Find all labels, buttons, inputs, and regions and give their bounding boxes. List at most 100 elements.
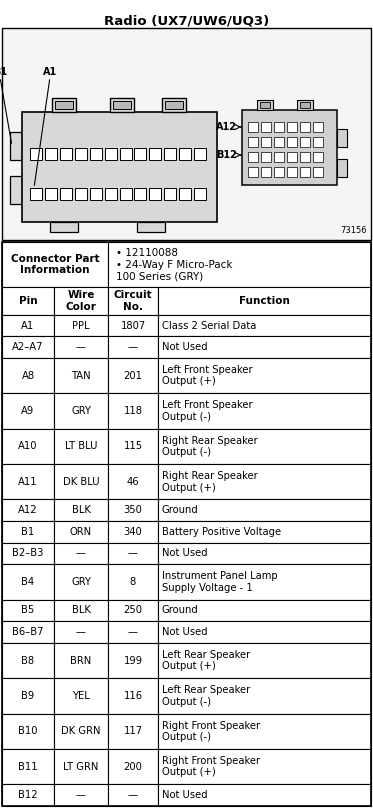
Bar (274, 167, 284, 177)
Bar (54, 429, 108, 464)
Bar (108, 499, 158, 521)
Bar (2, 242, 108, 287)
Bar (158, 678, 371, 713)
Bar (194, 148, 206, 160)
Bar (261, 152, 271, 162)
Text: LT BLU: LT BLU (65, 441, 97, 452)
Bar (260, 102, 270, 108)
Text: 199: 199 (123, 655, 142, 666)
Text: 350: 350 (123, 505, 142, 516)
Text: B4: B4 (21, 577, 35, 587)
Text: BRN: BRN (70, 655, 92, 666)
Text: —: — (128, 790, 138, 800)
Bar (108, 749, 158, 785)
Bar (158, 358, 371, 393)
Bar (108, 600, 158, 621)
Bar (10, 132, 22, 160)
Text: 201: 201 (123, 371, 142, 381)
Text: A11: A11 (18, 477, 38, 486)
Bar (134, 148, 147, 160)
Bar (158, 499, 371, 521)
Text: Wire
Color: Wire Color (66, 290, 97, 312)
Bar (242, 110, 337, 185)
Bar (45, 148, 57, 160)
Text: B10: B10 (18, 726, 38, 736)
Bar (2, 28, 371, 240)
Text: A10: A10 (18, 441, 38, 452)
Text: A12: A12 (216, 122, 237, 132)
Bar (108, 429, 158, 464)
Text: A1: A1 (21, 321, 35, 330)
Text: B6–B7: B6–B7 (12, 627, 44, 637)
Bar (261, 167, 271, 177)
Text: 115: 115 (123, 441, 142, 452)
Text: —: — (128, 627, 138, 637)
Bar (45, 188, 57, 200)
Bar (257, 100, 273, 110)
Bar (300, 137, 310, 147)
Bar (30, 148, 42, 160)
Bar (2, 429, 54, 464)
Text: A1: A1 (43, 67, 57, 77)
Bar (2, 287, 54, 314)
Bar (2, 621, 54, 643)
Bar (2, 600, 54, 621)
Bar (108, 242, 371, 287)
Bar (2, 336, 54, 358)
Text: —: — (76, 342, 86, 352)
Bar (119, 148, 132, 160)
Bar (179, 148, 191, 160)
Bar (2, 678, 54, 713)
Text: Not Used: Not Used (162, 790, 208, 800)
Bar (287, 152, 297, 162)
Text: 250: 250 (123, 605, 142, 616)
Bar (110, 98, 134, 112)
Bar (2, 358, 54, 393)
Bar (158, 336, 371, 358)
Bar (158, 749, 371, 785)
Bar (158, 713, 371, 749)
Bar (108, 464, 158, 499)
Bar (104, 188, 117, 200)
Bar (248, 167, 258, 177)
Bar (108, 287, 158, 314)
Text: DK BLU: DK BLU (63, 477, 99, 486)
Bar (54, 621, 108, 643)
Text: —: — (128, 549, 138, 558)
Text: Not Used: Not Used (162, 549, 208, 558)
Text: —: — (76, 549, 86, 558)
Bar (75, 148, 87, 160)
Bar (54, 643, 108, 678)
Text: A9: A9 (21, 406, 35, 416)
Bar (274, 137, 284, 147)
Bar (54, 287, 108, 314)
Bar (108, 621, 158, 643)
Text: B12: B12 (216, 150, 237, 160)
Text: Left Rear Speaker
Output (+): Left Rear Speaker Output (+) (162, 650, 250, 671)
Bar (274, 152, 284, 162)
Bar (158, 429, 371, 464)
Text: LT GRN: LT GRN (63, 762, 99, 772)
Bar (158, 287, 371, 314)
Bar (90, 188, 102, 200)
Bar (248, 137, 258, 147)
Bar (158, 521, 371, 543)
Bar (2, 499, 54, 521)
Bar (113, 101, 131, 109)
Text: YEL: YEL (72, 691, 90, 701)
Bar (119, 188, 132, 200)
Text: Right Front Speaker
Output (-): Right Front Speaker Output (-) (162, 721, 260, 742)
Text: A2–A7: A2–A7 (12, 342, 44, 352)
Bar (337, 129, 347, 147)
Text: B1: B1 (21, 527, 35, 537)
Text: TAN: TAN (71, 371, 91, 381)
Bar (54, 499, 108, 521)
Bar (287, 122, 297, 132)
Bar (2, 393, 54, 429)
Bar (108, 564, 158, 600)
Bar (104, 148, 117, 160)
Bar (50, 222, 78, 232)
Bar (54, 358, 108, 393)
Bar (2, 564, 54, 600)
Text: B5: B5 (21, 605, 35, 616)
